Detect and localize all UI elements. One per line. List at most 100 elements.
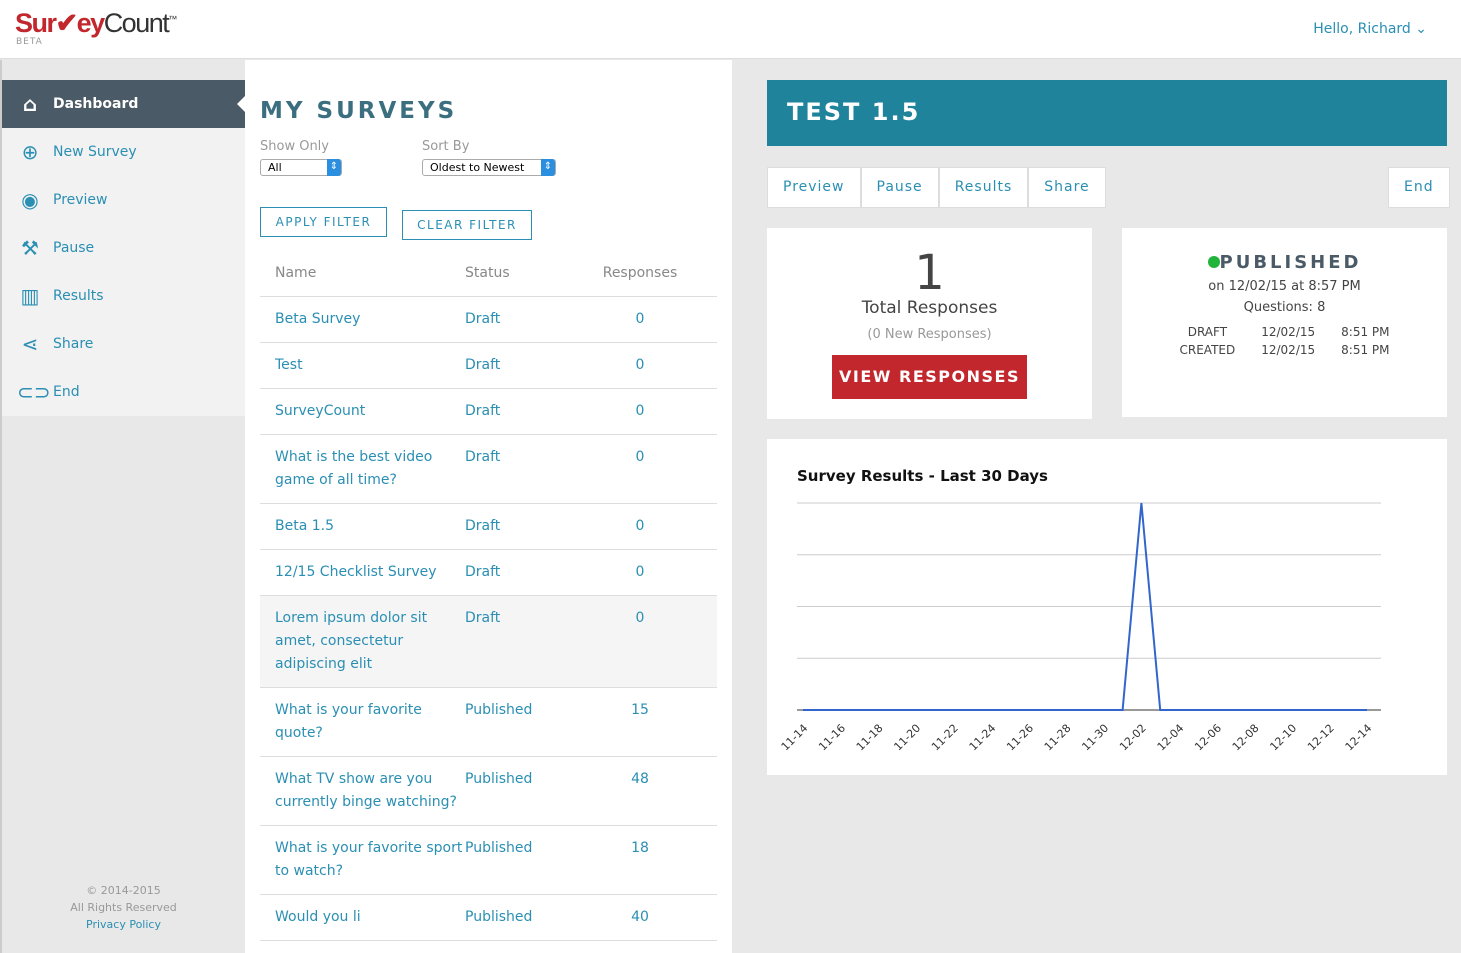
tab-preview[interactable]: Preview	[767, 167, 861, 208]
h-state: DRAFT	[1187, 325, 1228, 339]
survey-responses: 0	[635, 518, 645, 534]
sidebar-item-pause[interactable]: ⚒ Pause	[2, 224, 245, 272]
tab-share[interactable]: Share	[1028, 167, 1106, 208]
status-dot-icon	[1207, 256, 1220, 268]
tab-end[interactable]: End	[1388, 167, 1450, 208]
page-title: MY SURVEYS	[260, 98, 458, 124]
tab-pause[interactable]: Pause	[860, 167, 939, 208]
response-count: 1	[914, 245, 945, 301]
label: Preview	[53, 192, 108, 208]
x-tick-label: 12-08	[1230, 722, 1262, 754]
sidebar-item-share[interactable]: ⋖ Share	[2, 320, 245, 368]
label: End	[53, 384, 80, 400]
sidebar-item-dashboard[interactable]: ⌂ Dashboard	[2, 80, 245, 128]
sidebar-item-new-survey[interactable]: ⊕ New Survey	[2, 128, 245, 176]
chart-title: Survey Results - Last 30 Days	[797, 467, 1048, 485]
table-row[interactable]: 12/15 Checklist Survey Draft 0	[260, 550, 717, 596]
chart-card: Survey Results - Last 30 Days 11-14 11-16…	[767, 439, 1447, 775]
survey-name[interactable]: Test	[275, 357, 303, 373]
label: Share	[53, 336, 94, 352]
survey-status: Published	[465, 702, 533, 718]
survey-responses: 48	[631, 771, 649, 787]
col-name[interactable]: Name	[275, 265, 317, 281]
x-tick-label: 11-28	[1042, 722, 1074, 754]
x-tick-label: 12-06	[1192, 722, 1224, 754]
table-row[interactable]: Would you li Published 40	[260, 895, 717, 941]
table-header: Name Status Responses	[260, 250, 717, 297]
survey-status: Published	[465, 840, 533, 856]
greeting: Hello, Richard	[1313, 21, 1411, 37]
survey-status: Draft	[465, 403, 501, 419]
survey-responses: 0	[635, 449, 645, 465]
survey-status: Draft	[465, 311, 501, 327]
table-row[interactable]: Lorem ipsum dolor sit amet, consectetur …	[260, 596, 717, 688]
sidebar-item-preview[interactable]: ◉ Preview	[2, 176, 245, 224]
survey-responses: 0	[635, 357, 645, 373]
bar-chart-icon: ▥	[20, 284, 40, 308]
h-time: 8:51 PM	[1341, 343, 1390, 357]
h-state: CREATED	[1179, 343, 1236, 357]
survey-status: Published	[465, 909, 533, 925]
line-chart: 11-14 11-16 11-18 11-20 11-22 11-24 11-26 11-28…	[779, 502, 1381, 754]
label: Results	[53, 288, 104, 304]
tab-results[interactable]: Results	[938, 167, 1029, 208]
copyright: © 2014-2015	[86, 884, 161, 897]
sidebar-item-end[interactable]: ⊂⊃ End	[2, 368, 245, 416]
survey-name[interactable]: SurveyCount	[275, 403, 366, 419]
top-bar: Sur✔eyCount™ BETA Hello, Richard ⌄	[0, 0, 1461, 59]
table-row[interactable]: Beta 1.5 Draft 0	[260, 504, 717, 550]
view-responses-button[interactable]: VIEW RESPONSES	[832, 355, 1027, 399]
survey-name[interactable]: Lorem ipsum dolor sit amet, consectetur …	[275, 610, 428, 672]
survey-name[interactable]: 12/15 Checklist Survey	[275, 564, 437, 580]
eye-icon: ◉	[21, 188, 39, 212]
user-menu[interactable]: Hello, Richard ⌄	[1313, 21, 1427, 37]
table-row[interactable]: What TV show are you currently binge wat…	[260, 757, 717, 826]
sidebar-item-results[interactable]: ▥ Results	[2, 272, 245, 320]
survey-responses: 0	[635, 311, 645, 327]
survey-name[interactable]: Beta Survey	[275, 311, 361, 327]
col-status[interactable]: Status	[465, 265, 510, 281]
logo[interactable]: Sur✔eyCount™	[15, 8, 177, 38]
survey-name[interactable]: Beta 1.5	[275, 518, 335, 534]
question-count: Questions: 8	[1243, 300, 1326, 315]
h-date: 12/02/15	[1261, 325, 1316, 339]
survey-name[interactable]: Would you li	[275, 909, 361, 925]
x-tick-label: 11-24	[967, 722, 999, 754]
survey-name[interactable]: What TV show are you currently binge wat…	[275, 771, 457, 810]
table-row[interactable]: SurveyCount Draft 0	[260, 389, 717, 435]
x-tick-label: 11-14	[779, 722, 811, 754]
share-icon: ⋖	[21, 332, 39, 356]
sort-by-select[interactable]: Oldest to Newest	[422, 159, 556, 176]
published-date: on 12/02/15 at 8:57 PM	[1208, 279, 1361, 294]
survey-responses: 18	[631, 840, 649, 856]
table-row[interactable]: What is your favorite sport to watch? Pub…	[260, 826, 717, 895]
col-responses[interactable]: Responses	[602, 265, 678, 281]
survey-name[interactable]: What is your favorite sport to watch?	[275, 840, 463, 879]
wrench-icon: ⚒	[21, 236, 39, 260]
history-row: DRAFT 12/02/15 8:51 PM	[1168, 324, 1402, 340]
surveys-table: Name Status Responses Beta Survey Draft 0 T…	[260, 250, 717, 941]
x-tick-label: 12-10	[1267, 722, 1299, 754]
apply-filter-button[interactable]: APPLY FILTER	[260, 207, 387, 237]
responses-card: 1 Total Responses (0 New Responses) VIEW…	[767, 228, 1092, 419]
toggle-icon: ⊂⊃	[17, 380, 51, 404]
survey-name[interactable]: What is the best video game of all time?	[275, 449, 433, 488]
x-tick-label: 11-26	[1004, 722, 1036, 754]
new-responses: (0 New Responses)	[867, 327, 992, 342]
label: New Survey	[53, 144, 137, 160]
footer: © 2014-2015 All Rights Reserved Privacy …	[2, 882, 245, 933]
table-row[interactable]: Beta Survey Draft 0	[260, 297, 717, 343]
privacy-link[interactable]: Privacy Policy	[86, 918, 161, 931]
show-only-select[interactable]: All	[260, 159, 342, 176]
series-line	[803, 502, 1367, 711]
survey-responses: 0	[635, 610, 645, 626]
clear-filter-button[interactable]: CLEAR FILTER	[402, 210, 532, 240]
h-time: 8:51 PM	[1341, 325, 1390, 339]
survey-name[interactable]: What is your favorite quote?	[275, 702, 422, 741]
table-row[interactable]: What is your favorite quote? Published 15	[260, 688, 717, 757]
table-row[interactable]: Test Draft 0	[260, 343, 717, 389]
history-row: CREATED 12/02/15 8:51 PM	[1168, 342, 1402, 358]
rights: All Rights Reserved	[70, 901, 177, 914]
table-row[interactable]: What is the best video game of all time?…	[260, 435, 717, 504]
total-label: Total Responses	[861, 298, 998, 318]
